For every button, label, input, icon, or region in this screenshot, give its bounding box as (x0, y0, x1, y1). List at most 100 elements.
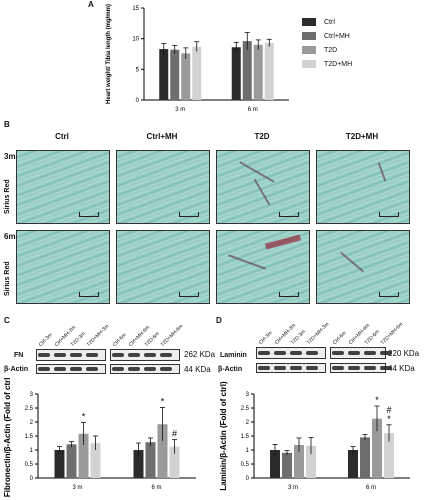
target-band (86, 353, 98, 357)
y-axis-label: Fibronectin/β-Actin (Fold of ctrl) (3, 378, 12, 497)
chart-a-heart-weight: 0 5 10 15 Heart weight/ Tibia length (mg/mm)… (106, 4, 289, 113)
target-band (144, 353, 156, 357)
target-band (128, 353, 140, 357)
loading-band (54, 367, 66, 371)
target-band (348, 351, 360, 355)
target-band (380, 351, 392, 355)
significance-marker: * (387, 414, 391, 424)
blot-c-target-kda: 262 KDa (184, 350, 216, 359)
legend-item: Ctrl (302, 18, 412, 26)
blot-d-loading-label: β-Actin (218, 366, 243, 373)
x-tick-label: 3 m (175, 107, 185, 113)
loading-band (364, 366, 376, 370)
bar (159, 49, 169, 100)
legend-item: Ctrl+MH (302, 32, 412, 40)
x-tick-label: 6 m (151, 485, 161, 491)
lane-label: Ctrl-6m (331, 330, 348, 346)
target-band (274, 351, 286, 355)
x-tick-label: 3 m (288, 485, 298, 491)
bar (372, 418, 382, 478)
loading-band (306, 366, 318, 370)
bar (242, 41, 252, 100)
micrograph-ctrl-mh-3m (116, 150, 210, 224)
panel-letter-b: B (4, 120, 10, 129)
bar (294, 444, 304, 478)
bar (133, 450, 144, 478)
y-tick-label: 2.5 (241, 406, 250, 412)
target-band (38, 353, 50, 357)
row-time-6m: 6m (4, 232, 16, 241)
lane-label: T2D+MH-3m (305, 321, 331, 346)
y-tick-label: 0.5 (241, 462, 250, 468)
loading-band (70, 367, 82, 371)
loading-band (112, 367, 124, 371)
micrograph-ctrl-6m (16, 230, 110, 304)
target-band (112, 353, 124, 357)
significance-marker: * (375, 395, 379, 405)
chart-d-laminin: 0 0.5 1 1.5 2 2.5 3 Laminin/β-Actin (Fold of ct… (219, 381, 410, 491)
y-tick-label: 0.5 (25, 462, 34, 468)
y-tick-label: 1 (246, 448, 250, 454)
bar (169, 446, 180, 478)
micrograph-t2d-mh-6m (316, 230, 410, 304)
lane-label: T2D+MH-3m (85, 323, 111, 348)
bar (306, 445, 316, 478)
loading-band (290, 366, 302, 370)
blot-d-loading-kda: 44 KDa (388, 364, 415, 373)
y-tick-label: 15 (132, 6, 139, 12)
micrograph-t2d-6m (216, 230, 310, 304)
blot-c-target-label: FN (14, 352, 24, 359)
x-tick-label: 6 m (366, 485, 376, 491)
panel-letter-d: D (216, 316, 222, 325)
bar (145, 442, 156, 478)
bar (192, 46, 202, 100)
blot-d-target-kda: 220 KDa (388, 349, 420, 358)
micrograph-t2d-mh-3m (316, 150, 410, 224)
bar (360, 437, 370, 478)
bar (348, 450, 358, 478)
y-tick-label: 0 (30, 476, 34, 482)
target-band (70, 353, 82, 357)
row-stain-3m: Sirius Red (4, 179, 11, 214)
blot-d-target-label: Laminin (220, 352, 247, 359)
legend-item: T2D+MH (302, 60, 412, 68)
column-head-ctrl: Ctrl (55, 132, 69, 141)
significance-marker: * (161, 396, 165, 406)
target-band (332, 351, 344, 355)
legend-swatch (302, 18, 316, 26)
y-axis-label: Heart weight/ Tibia length (mg/mm) (106, 4, 112, 104)
bar (54, 450, 65, 478)
micrograph-ctrl-mh-6m (116, 230, 210, 304)
target-band (290, 351, 302, 355)
blot-c-loading-label: β-Actin (4, 366, 29, 373)
legend-label: T2D (324, 46, 338, 54)
bar (270, 450, 280, 478)
legend-swatch (302, 32, 316, 40)
micrograph-ctrl-3m (16, 150, 110, 224)
y-tick-label: 5 (136, 67, 140, 73)
loading-band (144, 367, 156, 371)
lane-label: Ctrl-6m (111, 332, 128, 348)
row-time-3m: 3m (4, 152, 16, 161)
blot-c-loading-kda: 44 KDa (184, 365, 211, 374)
y-tick-label: 3 (246, 392, 250, 398)
y-tick-label: 3 (30, 392, 34, 398)
y-tick-label: 2 (246, 420, 250, 426)
target-band (364, 351, 376, 355)
loading-band (258, 366, 270, 370)
y-tick-label: 10 (132, 37, 139, 43)
legend-label: Ctrl (324, 18, 335, 26)
column-head-t2d-mh: T2D+MH (345, 132, 379, 141)
significance-marker: # (172, 429, 177, 439)
y-tick-label: 1.5 (25, 434, 34, 440)
bar (282, 452, 292, 478)
legend-label: Ctrl+MH (324, 32, 350, 40)
x-tick-label: 3 m (72, 485, 82, 491)
row-stain-6m: Sirius Red (4, 261, 11, 296)
column-head-ctrl-mh: Ctrl+MH (146, 132, 178, 141)
significance-marker: # (386, 405, 391, 415)
target-band (306, 351, 318, 355)
bar (181, 53, 191, 100)
bar (90, 443, 101, 478)
significance-marker: * (82, 412, 86, 422)
